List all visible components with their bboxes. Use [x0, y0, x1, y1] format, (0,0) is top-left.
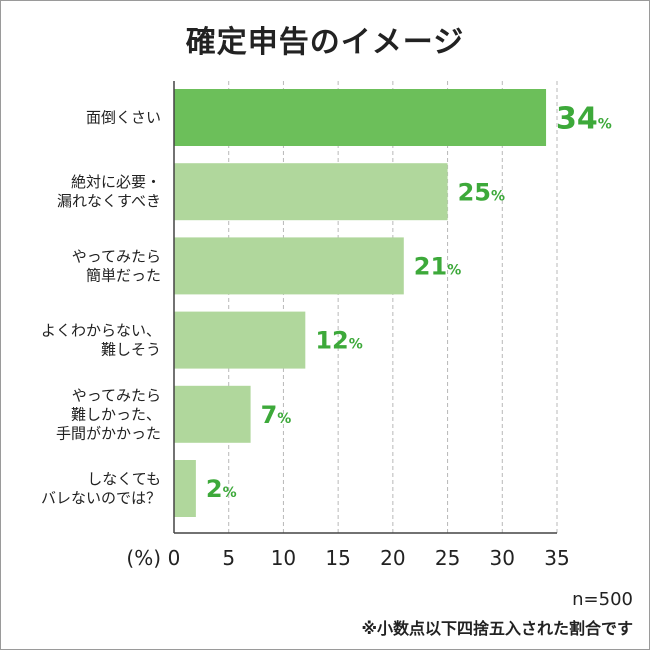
rounding-note: ※小数点以下四捨五入された割合です — [361, 619, 633, 638]
category-labels: 面倒くさい絶対に必要・漏れなくすべきやってみたら簡単だったよくわからない、難しそ… — [41, 109, 161, 508]
x-tick-label: 30 — [490, 546, 515, 570]
category-label: 絶対に必要・漏れなくすべき — [57, 173, 161, 210]
bar — [174, 385, 251, 443]
sample-size-note: n=500 — [572, 589, 633, 610]
value-labels: 34%25%21%12%7%2% — [206, 101, 612, 503]
value-percent-sign: % — [223, 485, 237, 501]
x-tick-label: 25 — [435, 546, 460, 570]
value-label: 21% — [414, 253, 461, 281]
bar — [174, 460, 196, 517]
bars — [174, 89, 547, 517]
category-label-line: バレないのでは？ — [41, 489, 161, 507]
value-percent-sign: % — [447, 263, 461, 279]
category-label-line: 難しそう — [101, 341, 161, 359]
value-number: 34 — [556, 101, 598, 136]
value-number: 21 — [414, 253, 447, 281]
x-tick-label: 15 — [325, 546, 350, 570]
x-tick-label: 35 — [544, 546, 569, 570]
value-label: 34% — [556, 101, 612, 136]
category-label-line: やってみたら — [72, 247, 161, 265]
x-tick-labels: 0 5 10 15 20 25 30 35 — [168, 546, 570, 570]
x-tick-label: 10 — [271, 546, 296, 570]
x-tick-label: 0 — [168, 546, 181, 570]
value-percent-sign: % — [349, 337, 363, 353]
value-number: 2 — [206, 475, 223, 503]
category-label-line: しなくても — [87, 470, 161, 488]
bar — [174, 89, 547, 146]
x-tick-label: 20 — [380, 546, 405, 570]
category-label: やってみたら難しかった、手間がかかった — [56, 386, 161, 442]
value-percent-sign: % — [491, 188, 505, 204]
value-number: 12 — [315, 327, 348, 355]
category-label: よくわからない、難しそう — [41, 322, 161, 359]
bar — [174, 163, 448, 221]
category-label-line: 漏れなくすべき — [57, 192, 161, 210]
category-label-line: 面倒くさい — [86, 109, 161, 127]
category-label-line: やってみたら — [72, 386, 161, 404]
bar — [174, 311, 306, 369]
category-label: しなくてもバレないのでは？ — [41, 470, 161, 507]
x-axis-unit-label: (%) — [126, 546, 161, 570]
category-label-line: 手間がかかった — [56, 424, 161, 442]
category-label-line: よくわからない、 — [41, 322, 161, 340]
x-tick-label: 5 — [222, 546, 235, 570]
category-label: やってみたら簡単だった — [72, 247, 161, 284]
value-label: 7% — [261, 401, 292, 429]
value-number: 7 — [261, 401, 278, 429]
grid-lines — [228, 81, 558, 533]
value-label: 12% — [315, 327, 362, 355]
category-label-line: 簡単だった — [86, 266, 161, 284]
value-label: 25% — [458, 178, 505, 206]
value-percent-sign: % — [598, 116, 612, 132]
category-label-line: 絶対に必要・ — [71, 173, 161, 191]
category-label: 面倒くさい — [86, 109, 161, 127]
value-label: 2% — [206, 475, 237, 503]
category-label-line: 難しかった、 — [71, 405, 161, 423]
chart-title: 確定申告のイメージ — [185, 25, 465, 60]
bar — [174, 237, 404, 295]
value-number: 25 — [458, 178, 491, 206]
x-axis — [173, 81, 557, 534]
value-percent-sign: % — [277, 411, 291, 427]
